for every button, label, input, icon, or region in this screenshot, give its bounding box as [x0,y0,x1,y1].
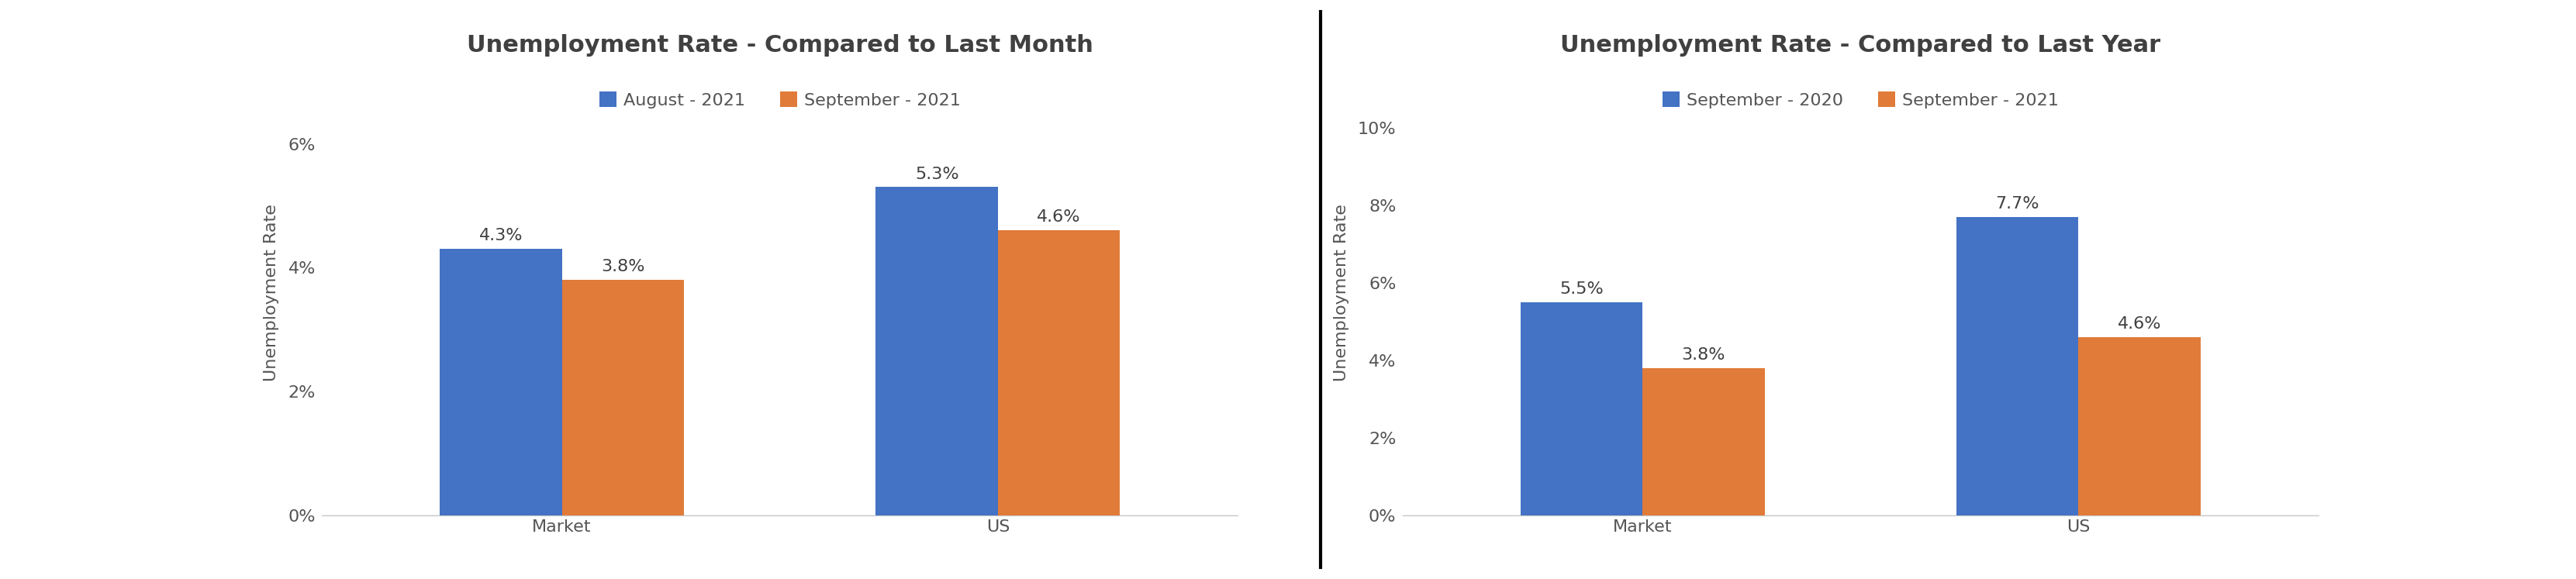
Text: 5.3%: 5.3% [914,166,958,182]
Bar [1520,302,1643,515]
Bar [562,280,685,515]
Legend: September - 2020, September - 2021: September - 2020, September - 2021 [1662,91,2058,108]
Bar [1643,368,1765,515]
Text: 3.8%: 3.8% [600,259,644,274]
Y-axis label: Unemployment Rate: Unemployment Rate [263,204,278,381]
Text: 4.3%: 4.3% [479,228,523,244]
Bar [2079,337,2200,515]
Text: 5.5%: 5.5% [1558,281,1602,296]
Bar [997,230,1121,515]
Text: 4.6%: 4.6% [1038,210,1082,225]
Text: 3.8%: 3.8% [1682,347,1726,362]
Title: Unemployment Rate - Compared to Last Month: Unemployment Rate - Compared to Last Mon… [466,34,1092,57]
Bar [1955,217,2079,515]
Text: 4.6%: 4.6% [2117,316,2161,332]
Text: 7.7%: 7.7% [1996,196,2040,211]
Y-axis label: Unemployment Rate: Unemployment Rate [1334,204,1350,381]
Legend: August - 2021, September - 2021: August - 2021, September - 2021 [600,91,961,108]
Bar [876,187,997,515]
Bar [440,249,562,515]
Title: Unemployment Rate - Compared to Last Year: Unemployment Rate - Compared to Last Yea… [1561,34,2161,57]
